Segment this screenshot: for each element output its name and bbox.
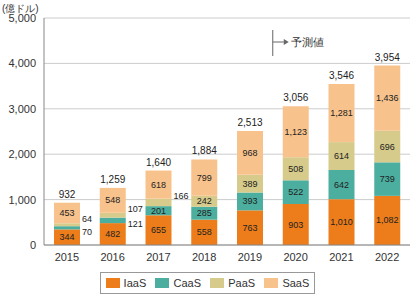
svg-text:201: 201 (151, 206, 166, 216)
svg-text:1,000: 1,000 (8, 194, 36, 206)
svg-text:739: 739 (380, 174, 395, 184)
svg-text:344: 344 (59, 232, 74, 242)
svg-text:558: 558 (197, 227, 212, 237)
svg-text:618: 618 (151, 180, 166, 190)
svg-text:70: 70 (82, 227, 92, 237)
svg-text:508: 508 (288, 164, 303, 174)
svg-text:2018: 2018 (192, 251, 216, 263)
svg-text:903: 903 (288, 220, 303, 230)
svg-text:107: 107 (128, 204, 143, 214)
html-text:PaaS: PaaS (228, 277, 256, 289)
html-text:(億ドル): (億ドル) (2, 3, 39, 14)
svg-text:64: 64 (82, 214, 92, 224)
svg-text:2019: 2019 (238, 251, 262, 263)
svg-text:1,010: 1,010 (330, 217, 353, 227)
svg-text:2017: 2017 (146, 251, 170, 263)
html-text:IaaS: IaaS (123, 277, 147, 289)
svg-text:522: 522 (288, 187, 303, 197)
svg-text:2022: 2022 (375, 251, 399, 263)
svg-text:予測値: 予測値 (291, 36, 324, 48)
svg-text:1,259: 1,259 (100, 174, 125, 185)
svg-text:763: 763 (242, 223, 257, 233)
svg-text:1,082: 1,082 (376, 215, 399, 225)
svg-text:1,884: 1,884 (192, 145, 217, 156)
svg-text:2,513: 2,513 (237, 117, 262, 128)
svg-text:3,056: 3,056 (283, 92, 308, 103)
svg-text:548: 548 (105, 195, 120, 205)
svg-text:968: 968 (242, 148, 257, 158)
svg-text:2015: 2015 (55, 251, 79, 263)
svg-text:3,000: 3,000 (8, 103, 36, 115)
html-text:CaaS: CaaS (173, 277, 201, 289)
svg-text:655: 655 (151, 225, 166, 235)
svg-text:1,123: 1,123 (284, 127, 307, 137)
svg-text:2020: 2020 (283, 251, 307, 263)
svg-text:1,436: 1,436 (376, 93, 399, 103)
svg-text:696: 696 (380, 142, 395, 152)
svg-text:393: 393 (242, 196, 257, 206)
svg-text:932: 932 (59, 189, 76, 200)
svg-text:5,000: 5,000 (8, 11, 36, 24)
svg-text:614: 614 (334, 151, 349, 161)
svg-text:453: 453 (59, 208, 74, 218)
svg-text:1,640: 1,640 (146, 157, 171, 168)
svg-text:3,954: 3,954 (375, 52, 400, 63)
svg-text:642: 642 (334, 180, 349, 190)
svg-text:4,000: 4,000 (8, 57, 36, 69)
svg-text:3,546: 3,546 (329, 70, 354, 81)
svg-text:2,000: 2,000 (8, 148, 36, 160)
svg-text:285: 285 (197, 208, 212, 218)
svg-text:242: 242 (197, 196, 212, 206)
html-text:SaaS: SaaS (282, 277, 310, 289)
svg-text:0: 0 (30, 239, 36, 251)
svg-text:482: 482 (105, 229, 120, 239)
svg-text:166: 166 (174, 191, 189, 201)
svg-text:2016: 2016 (100, 251, 124, 263)
svg-text:1,281: 1,281 (330, 108, 353, 118)
svg-text:121: 121 (128, 219, 143, 229)
svg-text:389: 389 (242, 179, 257, 189)
svg-text:2021: 2021 (329, 251, 353, 263)
svg-text:799: 799 (197, 173, 212, 183)
